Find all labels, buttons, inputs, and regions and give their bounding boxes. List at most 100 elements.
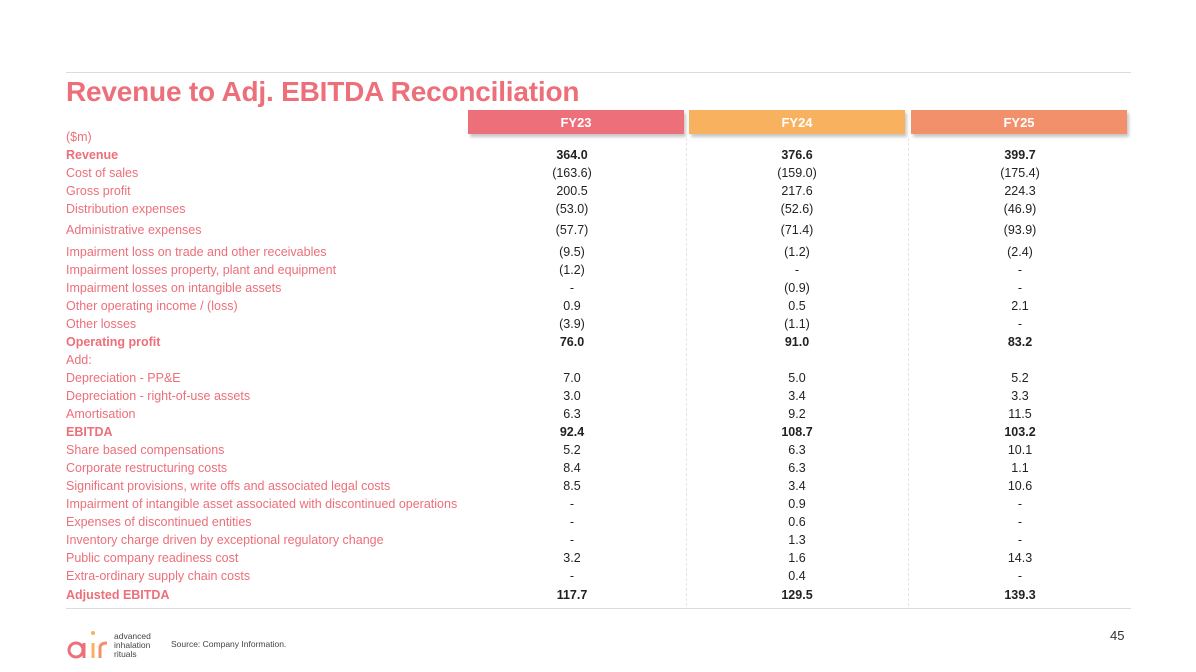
row-label: Corporate restructuring costs <box>66 461 228 475</box>
row-label: Distribution expenses <box>66 202 186 216</box>
value-cell-fy25: 83.2 <box>1007 335 1033 349</box>
value-cell-fy25: (2.4) <box>1007 245 1033 259</box>
value-cell-fy25: 3.3 <box>1011 389 1029 403</box>
unit-label: ($m) <box>66 130 92 144</box>
value-cell-fy24: 6.3 <box>788 461 806 475</box>
table-row: Impairment loss on trade and other recei… <box>0 243 1196 261</box>
value-cell-fy25: - <box>1017 497 1023 511</box>
value-cell-fy24: 1.6 <box>788 551 806 565</box>
table-row: Public company readiness cost 3.2 1.6 14.3 <box>0 549 1196 567</box>
table-row: Depreciation - right-of-use assets 3.0 3.4… <box>0 387 1196 405</box>
row-label: Significant provisions, write offs and a… <box>66 479 391 493</box>
column-separator <box>686 138 687 606</box>
page-number: 45 <box>1110 628 1125 643</box>
value-cell-fy24: 0.5 <box>788 299 806 313</box>
column-separator <box>908 138 909 606</box>
table-row: Gross profit 200.5 217.6 224.3 <box>0 182 1196 200</box>
row-label: Impairment losses on intangible assets <box>66 281 282 295</box>
logo-text: advanced inhalation rituals <box>114 631 151 659</box>
table-row: Distribution expenses (53.0) (52.6) (46.9) <box>0 200 1196 218</box>
table-row: Administrative expenses (57.7) (71.4) (93.9… <box>0 221 1196 239</box>
table-row: Cost of sales (163.6) (159.0) (175.4) <box>0 164 1196 182</box>
table-row: Extra-ordinary supply chain costs - 0.4 - <box>0 567 1196 585</box>
value-cell-fy23: (53.0) <box>555 202 589 216</box>
row-label: Revenue <box>66 148 119 162</box>
top-rule <box>66 72 1131 73</box>
row-label: Impairment losses property, plant and eq… <box>66 263 337 277</box>
value-cell-fy24: 9.2 <box>788 407 806 421</box>
value-cell-fy23: 364.0 <box>556 148 588 162</box>
value-cell-fy24: (1.2) <box>784 245 810 259</box>
row-label: Impairment of intangible asset associate… <box>66 497 458 511</box>
row-label: Extra-ordinary supply chain costs <box>66 569 251 583</box>
value-cell-fy25: - <box>1017 533 1023 547</box>
column-header-fy25: FY25 <box>911 110 1127 134</box>
value-cell-fy24: 0.4 <box>788 569 806 583</box>
value-cell-fy25: (46.9) <box>1003 202 1037 216</box>
value-cell-fy23: 7.0 <box>563 371 581 385</box>
value-cell-fy23: 117.7 <box>556 588 588 602</box>
row-label: Other operating income / (loss) <box>66 299 238 313</box>
row-label: Amortisation <box>66 407 136 421</box>
table-row: Adjusted EBITDA 117.7 129.5 139.3 <box>0 586 1196 604</box>
value-cell-fy23: - <box>569 497 575 511</box>
value-cell-fy23: - <box>569 515 575 529</box>
value-cell-fy23: - <box>569 569 575 583</box>
value-cell-fy25: - <box>1017 281 1023 295</box>
value-cell-fy25: 2.1 <box>1011 299 1029 313</box>
row-label: Depreciation - PP&E <box>66 371 181 385</box>
value-cell-fy25: 11.5 <box>1008 407 1032 421</box>
value-cell-fy23: 6.3 <box>563 407 581 421</box>
value-cell-fy25: 10.1 <box>1007 443 1033 457</box>
value-cell-fy23: (3.9) <box>559 317 585 331</box>
value-cell-fy25: - <box>1017 317 1023 331</box>
value-cell-fy23: 0.9 <box>563 299 581 313</box>
value-cell-fy24: 5.0 <box>788 371 806 385</box>
bottom-rule <box>66 608 1131 609</box>
row-label: Other losses <box>66 317 137 331</box>
row-label: Operating profit <box>66 335 161 349</box>
row-label: Gross profit <box>66 184 131 198</box>
source-note: Source: Company Information. <box>171 639 287 649</box>
company-logo <box>67 631 108 659</box>
value-cell-fy24: 6.3 <box>788 443 806 457</box>
value-cell-fy25: 224.3 <box>1004 184 1036 198</box>
row-label: Share based compensations <box>66 443 225 457</box>
value-cell-fy25: (175.4) <box>1000 166 1040 180</box>
value-cell-fy24: (52.6) <box>780 202 814 216</box>
row-label: Expenses of discontinued entities <box>66 515 252 529</box>
page-title: Revenue to Adj. EBITDA Reconciliation <box>66 76 580 107</box>
value-cell-fy24: (159.0) <box>777 166 817 180</box>
value-cell-fy24: 3.4 <box>788 389 806 403</box>
table-row: Other operating income / (loss) 0.9 0.5 2.1 <box>0 297 1196 315</box>
value-cell-fy24: (71.4) <box>780 223 814 237</box>
value-cell-fy25: 103.2 <box>1004 425 1036 439</box>
table-row: Operating profit 76.0 91.0 83.2 <box>0 333 1196 351</box>
table-row: Inventory charge driven by exceptional r… <box>0 531 1196 549</box>
value-cell-fy24: (1.1) <box>784 317 810 331</box>
table-row: Add: <box>0 351 1196 369</box>
table-row: Impairment losses property, plant and eq… <box>0 261 1196 279</box>
row-label: EBITDA <box>66 425 113 439</box>
value-cell-fy23: (163.6) <box>552 166 592 180</box>
value-cell-fy23: 5.2 <box>563 443 581 457</box>
row-label: Add: <box>66 353 92 367</box>
value-cell-fy24: 217.6 <box>781 184 813 198</box>
value-cell-fy24: 0.6 <box>788 515 806 529</box>
value-cell-fy25: 5.2 <box>1011 371 1029 385</box>
row-label: Adjusted EBITDA <box>66 588 170 602</box>
value-cell-fy23: 92.4 <box>559 425 585 439</box>
value-cell-fy25: (93.9) <box>1003 223 1037 237</box>
value-cell-fy24: 0.9 <box>788 497 806 511</box>
value-cell-fy23: - <box>569 281 575 295</box>
value-cell-fy23: 3.2 <box>563 551 581 565</box>
table-row: Share based compensations 5.2 6.3 10.1 <box>0 441 1196 459</box>
value-cell-fy23: (1.2) <box>559 263 585 277</box>
row-label: Depreciation - right-of-use assets <box>66 389 251 403</box>
value-cell-fy24: 108.7 <box>781 425 813 439</box>
value-cell-fy23: 200.5 <box>556 184 588 198</box>
table-row: EBITDA 92.4 108.7 103.2 <box>0 423 1196 441</box>
column-header-fy24: FY24 <box>689 110 905 134</box>
table-row: Revenue 364.0 376.6 399.7 <box>0 146 1196 164</box>
